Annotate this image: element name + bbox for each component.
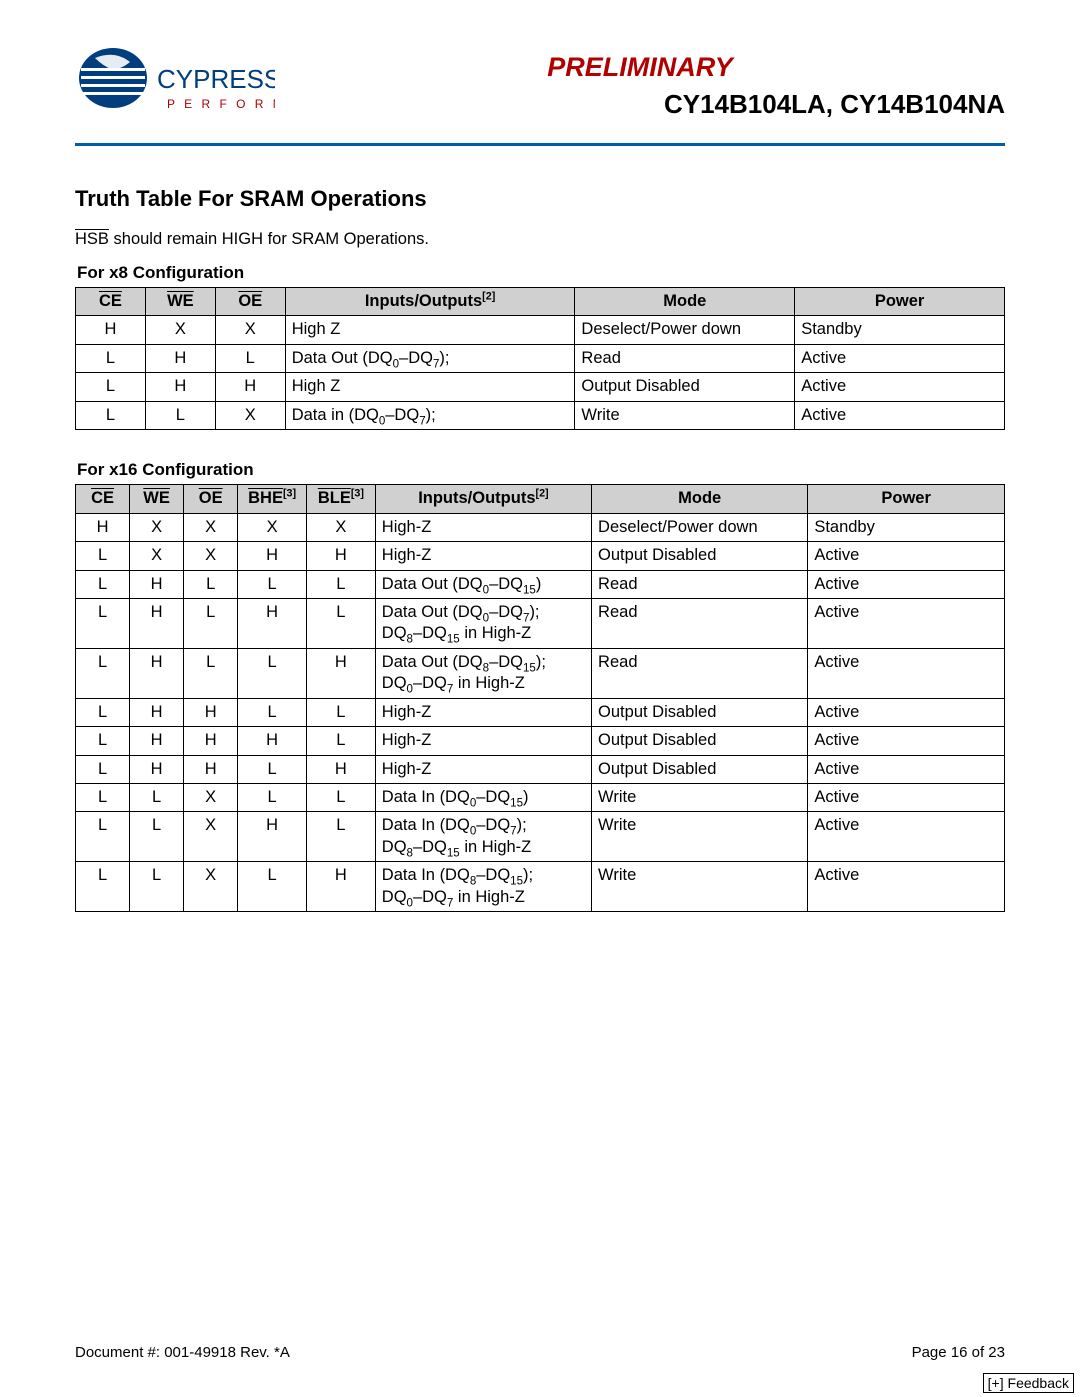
- col-power: Power: [795, 288, 1005, 316]
- page-header: CYPRESS P E R F O R M PRELIMINARY CY14B1…: [75, 40, 1005, 146]
- cypress-logo: CYPRESS P E R F O R M: [75, 40, 275, 135]
- col-oe: OE: [215, 288, 285, 316]
- page-footer: Document #: 001-49918 Rev. *A Page 16 of…: [75, 1344, 1005, 1361]
- table-row: LLXHLData In (DQ0–DQ7);DQ8–DQ15 in High-…: [76, 812, 1005, 862]
- table-row: LHLLLData Out (DQ0–DQ15)ReadActive: [76, 570, 1005, 598]
- col-oe: OE: [184, 485, 238, 513]
- table-row: HXXHigh ZDeselect/Power downStandby: [76, 316, 1005, 344]
- hsb-signal: HSB: [75, 230, 109, 248]
- col-io: Inputs/Outputs[2]: [285, 288, 575, 316]
- table-row: LHLLHData Out (DQ8–DQ15);DQ0–DQ7 in High…: [76, 648, 1005, 698]
- table-row: LHLData Out (DQ0–DQ7);ReadActive: [76, 344, 1005, 372]
- table-row: LLXLHData In (DQ8–DQ15);DQ0–DQ7 in High-…: [76, 862, 1005, 912]
- body-text: HSB should remain HIGH for SRAM Operatio…: [75, 230, 1005, 249]
- col-io: Inputs/Outputs[2]: [375, 485, 591, 513]
- preliminary-label: PRELIMINARY: [275, 52, 1005, 83]
- table-row: LHHHigh ZOutput DisabledActive: [76, 373, 1005, 401]
- truth-table-x16: CEWEOEBHE[3]BLE[3]Inputs/Outputs[2]ModeP…: [75, 484, 1005, 912]
- logo-tagline: P E R F O R M: [167, 97, 275, 111]
- table-row: LHHHLHigh-ZOutput DisabledActive: [76, 727, 1005, 755]
- body-text-rest: should remain HIGH for SRAM Operations.: [109, 230, 429, 248]
- feedback-button[interactable]: [+] Feedback: [983, 1373, 1074, 1393]
- col-mode: Mode: [575, 288, 795, 316]
- table-row: HXXXXHigh-ZDeselect/Power downStandby: [76, 513, 1005, 541]
- part-numbers: CY14B104LA, CY14B104NA: [275, 89, 1005, 120]
- col-mode: Mode: [592, 485, 808, 513]
- col-power: Power: [808, 485, 1005, 513]
- table-row: LHHLHHigh-ZOutput DisabledActive: [76, 755, 1005, 783]
- table-row: LLXLLData In (DQ0–DQ15)WriteActive: [76, 784, 1005, 812]
- table-row: LHHLLHigh-ZOutput DisabledActive: [76, 698, 1005, 726]
- col-ce: CE: [76, 288, 146, 316]
- page-number: Page 16 of 23: [912, 1344, 1005, 1361]
- table-row: LHLHLData Out (DQ0–DQ7);DQ8–DQ15 in High…: [76, 598, 1005, 648]
- table1-caption: For x8 Configuration: [77, 263, 1005, 283]
- logo-text: CYPRESS: [157, 64, 275, 94]
- table2-caption: For x16 Configuration: [77, 460, 1005, 480]
- doc-number: Document #: 001-49918 Rev. *A: [75, 1344, 290, 1361]
- col-ce: CE: [76, 485, 130, 513]
- col-we: WE: [145, 288, 215, 316]
- section-title: Truth Table For SRAM Operations: [75, 186, 1005, 212]
- col-we: WE: [130, 485, 184, 513]
- table-row: LXXHHHigh-ZOutput DisabledActive: [76, 542, 1005, 570]
- truth-table-x8: CEWEOEInputs/Outputs[2]ModePower HXXHigh…: [75, 287, 1005, 430]
- col-ble: BLE[3]: [306, 485, 375, 513]
- col-bhe: BHE[3]: [238, 485, 307, 513]
- table-row: LLXData in (DQ0–DQ7);WriteActive: [76, 401, 1005, 429]
